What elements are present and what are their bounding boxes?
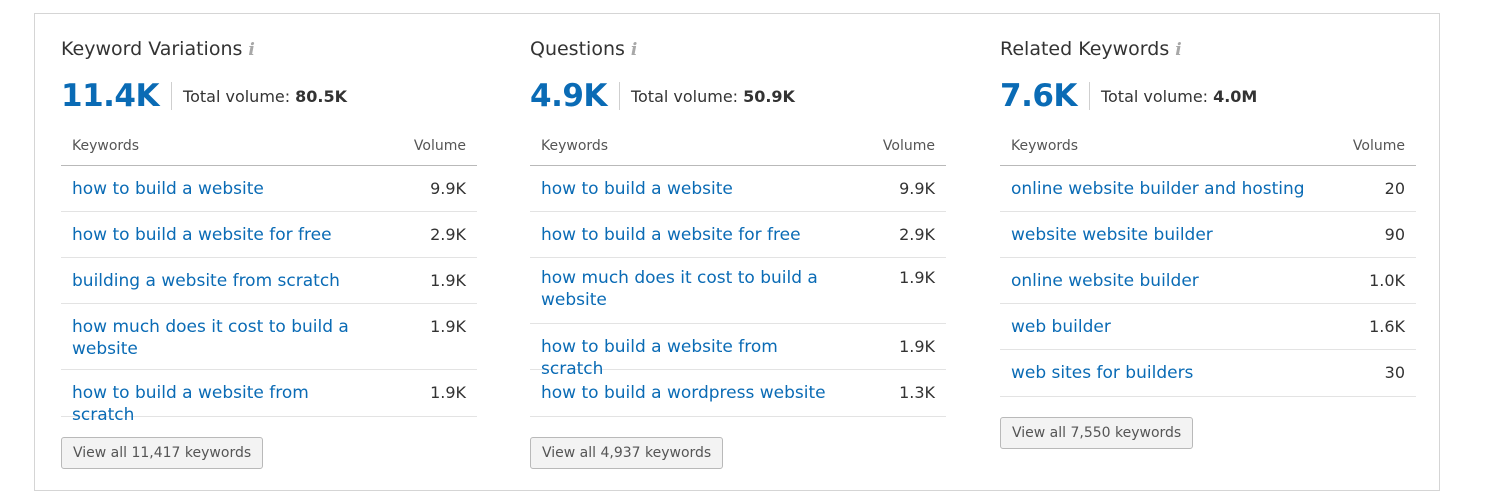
volume-cell: 90: [1384, 225, 1405, 244]
keyword-link[interactable]: website website builder: [1011, 225, 1213, 245]
table-header: Keywords Volume: [61, 132, 477, 166]
total-volume-value: 80.5K: [295, 86, 348, 106]
keyword-link[interactable]: how to build a wordpress website: [541, 383, 826, 403]
volume-cell: 2.9K: [430, 225, 466, 244]
volume-cell: 2.9K: [899, 225, 935, 244]
total-volume-value: 4.0M: [1213, 86, 1258, 106]
header-volume: Volume: [413, 138, 466, 154]
view-all-button[interactable]: View all 7,550 keywords: [1000, 417, 1194, 449]
divider: [171, 82, 173, 110]
keyword-link[interactable]: online website builder: [1011, 271, 1199, 291]
keyword-link[interactable]: how to build a website: [72, 179, 264, 199]
total-volume-label: Total volume:: [1100, 86, 1209, 106]
summary: 4.9K Total volume: 50.9K: [530, 78, 795, 114]
info-icon[interactable]: i: [1175, 40, 1182, 60]
keyword-link[interactable]: how much does it cost to build a website: [72, 317, 349, 359]
column-title: Related Keywords i: [1000, 38, 1182, 60]
volume-cell: 1.3K: [899, 383, 935, 402]
header-keywords: Keywords: [72, 138, 140, 154]
volume-cell: 1.6K: [1369, 317, 1405, 336]
keyword-link[interactable]: web sites for builders: [1011, 363, 1194, 383]
table-header: Keywords Volume: [1000, 132, 1416, 166]
keyword-count[interactable]: 7.6K: [1000, 78, 1077, 114]
header-volume: Volume: [882, 138, 935, 154]
keyword-link[interactable]: how to build a website for free: [541, 225, 801, 245]
volume-cell: 1.9K: [899, 337, 935, 356]
keyword-overview-card: Keyword Variations i 11.4K Total volume: …: [34, 13, 1440, 491]
table-row: how much does it cost to build a website…: [530, 258, 946, 324]
table-row: how much does it cost to build a website…: [61, 304, 477, 370]
divider: [618, 82, 620, 110]
keyword-link[interactable]: how to build a website from scratch: [541, 337, 778, 379]
keyword-link[interactable]: how to build a website from scratch: [72, 383, 309, 425]
column-title-text: Keyword Variations: [61, 38, 243, 60]
volume-cell: 9.9K: [899, 179, 935, 198]
keyword-link[interactable]: building a website from scratch: [72, 271, 340, 291]
table-row: online website builder and hosting 20: [1000, 166, 1416, 212]
summary: 11.4K Total volume: 80.5K: [61, 78, 347, 114]
volume-cell: 1.9K: [430, 317, 466, 336]
keyword-link[interactable]: how to build a website for free: [72, 225, 332, 245]
volume-cell: 30: [1384, 363, 1405, 382]
volume-cell: 9.9K: [430, 179, 466, 198]
table-row: how to build a wordpress website 1.3K: [530, 370, 946, 417]
table-row: building a website from scratch 1.9K: [61, 258, 477, 304]
keyword-link[interactable]: how much does it cost to build a website: [541, 268, 818, 310]
table-row: how to build a website for free 2.9K: [61, 212, 477, 258]
info-icon[interactable]: i: [630, 40, 638, 60]
total-volume-value: 50.9K: [743, 86, 795, 106]
table-header: Keywords Volume: [530, 132, 946, 166]
summary: 7.6K Total volume: 4.0M: [1000, 78, 1257, 114]
table-row: website website builder 90: [1000, 212, 1416, 258]
keyword-count[interactable]: 11.4K: [61, 78, 160, 114]
table-row: how to build a website from scratch 1.9K: [530, 324, 946, 379]
volume-cell: 1.9K: [430, 271, 466, 290]
keyword-count[interactable]: 4.9K: [530, 78, 607, 114]
column-title-text: Questions: [530, 38, 625, 60]
volume-cell: 1.0K: [1369, 271, 1405, 290]
table-row: how to build a website for free 2.9K: [530, 212, 946, 258]
header-keywords: Keywords: [1011, 138, 1079, 154]
view-all-button[interactable]: View all 11,417 keywords: [61, 437, 264, 469]
table-row: how to build a website 9.9K: [530, 166, 946, 212]
table-row: online website builder 1.0K: [1000, 258, 1416, 304]
header-keywords: Keywords: [541, 138, 609, 154]
header-volume: Volume: [1352, 138, 1405, 154]
volume-cell: 20: [1384, 179, 1405, 198]
keyword-link[interactable]: how to build a website: [541, 179, 733, 199]
keyword-link[interactable]: web builder: [1011, 317, 1111, 337]
table-row: web builder 1.6K: [1000, 304, 1416, 350]
view-all-button[interactable]: View all 4,937 keywords: [530, 437, 724, 469]
volume-cell: 1.9K: [430, 383, 466, 402]
column-title: Questions i: [530, 38, 637, 60]
table-row: how to build a website 9.9K: [61, 166, 477, 212]
table-row: how to build a website from scratch 1.9K: [61, 370, 477, 425]
table-row: web sites for builders 30: [1000, 350, 1416, 397]
column-title: Keyword Variations i: [61, 38, 255, 60]
divider: [1088, 82, 1090, 110]
info-icon[interactable]: i: [248, 40, 255, 60]
keyword-link[interactable]: online website builder and hosting: [1011, 179, 1305, 199]
volume-cell: 1.9K: [899, 268, 935, 287]
total-volume-label: Total volume:: [183, 86, 291, 106]
column-title-text: Related Keywords: [1000, 38, 1170, 60]
total-volume-label: Total volume:: [630, 86, 739, 106]
